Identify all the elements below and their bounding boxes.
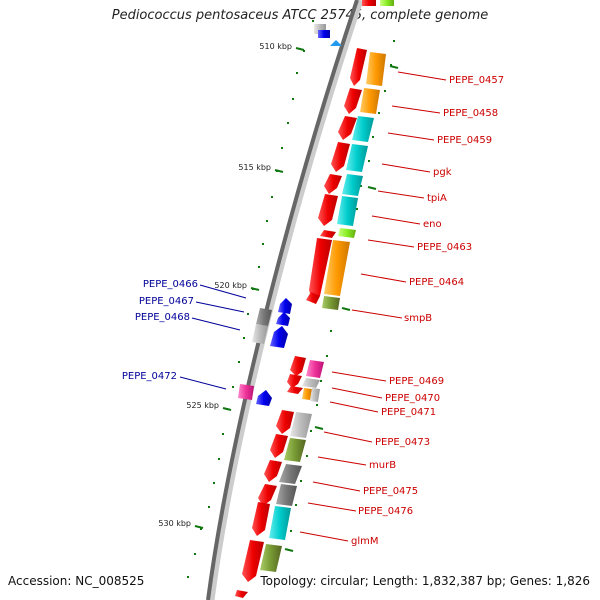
gene-label[interactable]: PEPE_0457 [449,75,504,86]
forward-arrows [235,48,367,598]
gene-arrow [350,48,367,86]
topology-text: Topology: circular; Length: 1,832,387 bp… [257,574,590,588]
gene-arrow [318,194,338,226]
gene-arrow [270,326,288,348]
scale-dots [187,20,395,578]
gene-arrow [309,238,332,300]
accession-text: Accession: NC_008525 [8,574,145,588]
map-title: Pediococcus pentosaceus ATCC 25745, comp… [111,8,489,23]
gene-arrow [270,434,288,458]
gene-label[interactable]: tpiA [427,193,447,204]
gene-label[interactable]: PEPE_0470 [385,393,440,404]
gene-label[interactable]: PEPE_0473 [375,437,430,448]
gene-label[interactable]: PEPE_0464 [409,277,464,288]
gene-arrow [242,540,264,582]
gene-arrow [252,502,270,536]
gene-label[interactable]: PEPE_0466 [143,279,198,290]
backbone [206,0,359,600]
scale-ticks [194,47,399,552]
gene-label[interactable]: PEPE_0472 [122,371,177,382]
gene-label[interactable]: PEPE_0459 [437,135,492,146]
gene-label[interactable]: smpB [404,313,432,324]
gene-arrow [320,230,336,238]
gene-label[interactable]: PEPE_0475 [363,486,418,497]
gene-label[interactable]: pgk [433,167,452,178]
gene-label[interactable]: PEPE_0471 [381,407,436,418]
gene-arrow [306,292,320,304]
gene-arrow [287,374,302,388]
gene-label[interactable]: eno [423,219,442,230]
reverse-genes [238,298,292,406]
cog-boxes [260,52,386,572]
backbone-shadow [207,0,364,600]
tick-label-530: 530 kbp [158,519,191,528]
right-leaders [299,71,447,542]
gene-arrow [258,484,277,506]
tick-label-515: 515 kbp [238,163,271,172]
gene-arrow [287,386,303,394]
left-leaders [179,284,247,390]
gene-arrow [338,116,357,140]
tick-label-510: 510 kbp [259,42,292,51]
gene-arrow [276,410,294,434]
gene-label[interactable]: PEPE_0463 [417,242,472,253]
gene-label[interactable]: PEPE_0468 [135,312,190,323]
gene-arrow [278,298,292,314]
gene-arrow [235,590,248,598]
gene-label[interactable]: PEPE_0467 [139,296,194,307]
top-genes [314,0,394,46]
gene-label[interactable]: glmM [351,536,379,547]
gene-arrow [290,356,306,376]
gene-label[interactable]: PEPE_0476 [358,506,413,517]
gene-label[interactable]: PEPE_0469 [389,376,444,387]
tick-label-520: 520 kbp [214,281,247,290]
gene-label[interactable]: PEPE_0458 [443,108,498,119]
gene-arrow [256,390,272,406]
gene-arrow [276,312,290,326]
gene-arrow [344,88,362,114]
gene-arrow [264,460,282,482]
gene-arrow [331,142,350,172]
gene-arrow [324,174,342,194]
tick-label-525: 525 kbp [186,401,219,410]
gene-label[interactable]: murB [369,460,396,471]
